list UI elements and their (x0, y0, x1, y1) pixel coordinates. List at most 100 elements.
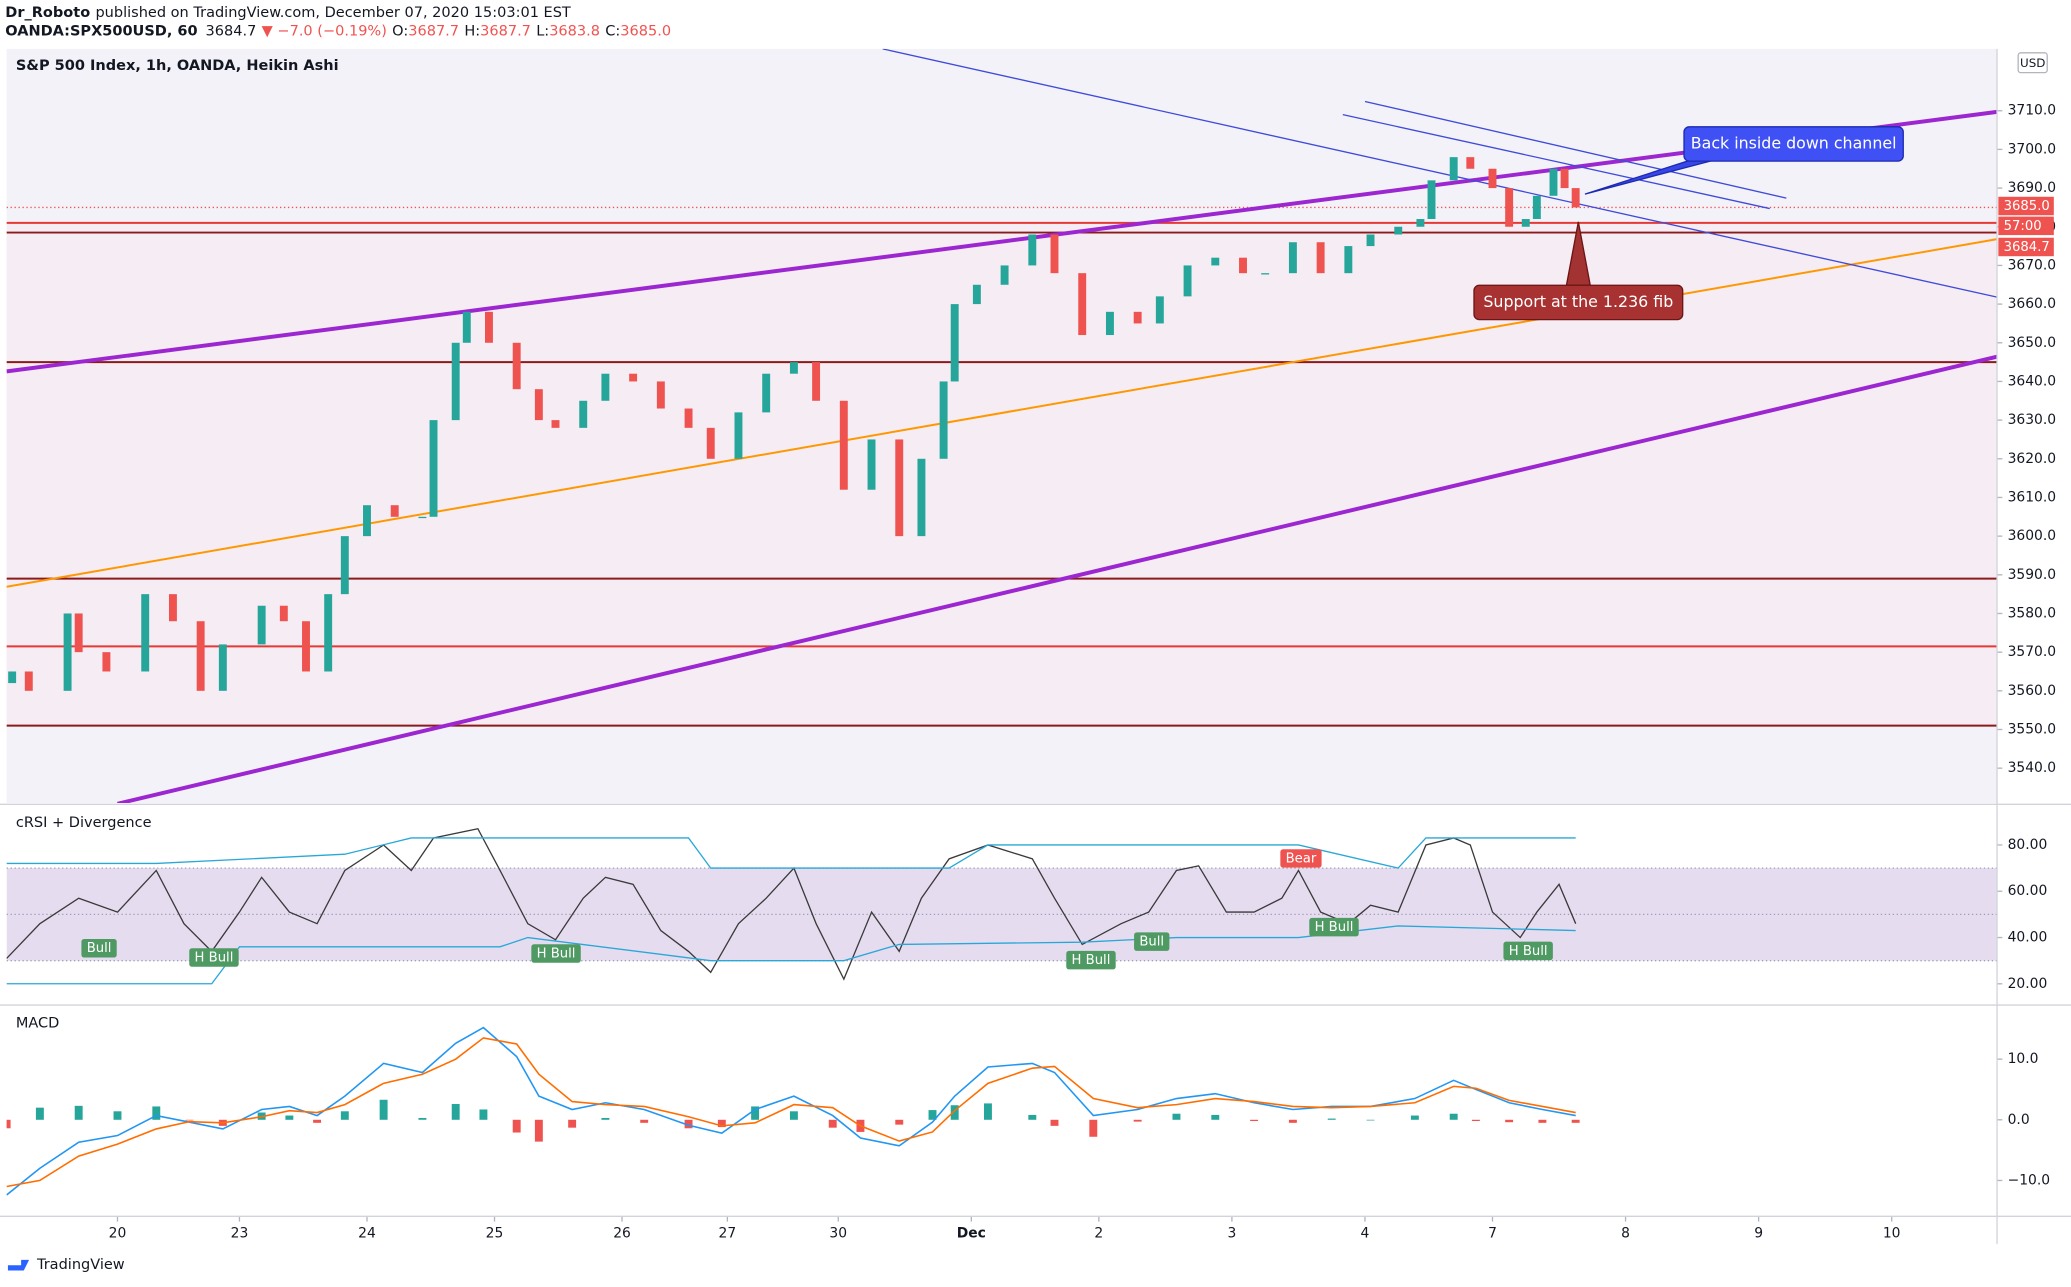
candle-body (917, 458, 926, 537)
candle-body (218, 644, 227, 691)
ohlc-label: H: (464, 24, 480, 40)
last-price: 3684.7 (206, 24, 257, 40)
candle-body (102, 652, 111, 672)
signal-label: H Bull (1072, 953, 1111, 968)
pane-background (6, 1006, 1998, 1216)
candle-body (485, 311, 493, 343)
callout-text: Support at the 1.236 fib (1483, 292, 1673, 311)
symbol: OANDA:SPX500USD, 60 (5, 24, 197, 40)
y-tick-label: 3560.0 (2008, 683, 2057, 699)
histogram-bar (895, 1119, 904, 1125)
signal-label: Bear (1286, 851, 1317, 866)
signal-box (1134, 932, 1170, 951)
histogram-bar (479, 1109, 488, 1120)
price-tag-label: 3685.0 (2004, 199, 2050, 214)
ohlc-value: 3683.8 (549, 24, 600, 40)
candle-body (168, 594, 177, 622)
histogram-bar (35, 1107, 44, 1120)
x-tick-label: 27 (719, 1226, 737, 1242)
y-tick-label: 10.0 (2008, 1051, 2039, 1067)
y-tick-label: 3640.0 (2008, 373, 2057, 389)
candle-body (1449, 157, 1458, 181)
histogram-bar (1050, 1119, 1059, 1126)
histogram-bar (534, 1119, 543, 1142)
candle-body (1183, 265, 1192, 297)
axes: S&P 500 Index, 1h, OANDA, Heikin Ashi 354… (16, 58, 2056, 1241)
candle-body (1532, 195, 1541, 220)
y-tick-label: 3660.0 (2008, 296, 2057, 312)
histogram-bar (789, 1111, 798, 1120)
y-tick-label: 0.0 (2008, 1112, 2030, 1128)
callout-text: Back inside down channel (1691, 133, 1897, 152)
y-tick-label: 3580.0 (2008, 605, 2057, 621)
pane-title: S&P 500 Index, 1h, OANDA, Heikin Ashi (16, 58, 339, 74)
series-line (6, 1037, 1576, 1188)
histogram-bar (512, 1119, 521, 1133)
candle-body (950, 304, 959, 382)
x-tick-label: 4 (1361, 1226, 1370, 1242)
callout-box (1473, 284, 1684, 321)
x-tick-label: 8 (1621, 1226, 1630, 1242)
candle-body (1050, 234, 1059, 274)
x-tick-label: 30 (829, 1226, 847, 1242)
candle-body (324, 594, 333, 672)
candle-body (74, 613, 83, 653)
trendline (882, 48, 1998, 298)
histogram-bar (1172, 1113, 1181, 1120)
y-tick-label: 3690.0 (2008, 180, 2057, 196)
y-tick-label: −10.0 (2008, 1172, 2050, 1188)
signal-box (1280, 849, 1322, 868)
histogram-bar (313, 1119, 322, 1123)
candle-body (656, 381, 665, 409)
candle-body (1571, 188, 1580, 208)
ohlc-label: L: (536, 24, 549, 40)
x-tick-label: 9 (1754, 1226, 1763, 1242)
published: published on TradingView.com, December 0… (95, 5, 570, 21)
currency-box (2017, 52, 2048, 74)
y-tick-label: 3630.0 (2008, 412, 2057, 428)
candle-body (512, 342, 521, 390)
histogram-bar (285, 1115, 294, 1120)
candle-body (1560, 168, 1569, 189)
header-line: Dr_Roboto published on TradingView.com, D… (5, 5, 571, 21)
candle-body (1155, 296, 1164, 324)
histogram-bar (1471, 1119, 1480, 1122)
candle-body (1521, 219, 1530, 227)
y-tick-label: 3670.0 (2008, 257, 2057, 273)
histogram-bar (601, 1117, 610, 1120)
price-tag (1998, 237, 2054, 257)
signal-label: H Bull (195, 950, 234, 965)
y-tick-label: 3570.0 (2008, 644, 2057, 660)
candle-body (1344, 246, 1353, 274)
y-tick-label: 3550.0 (2008, 721, 2057, 737)
price-pane (6, 48, 1998, 803)
histogram-bar (1211, 1114, 1220, 1120)
candle-body (363, 505, 371, 537)
candle-body (601, 373, 610, 401)
series-line (6, 827, 1577, 981)
candle-body (279, 605, 288, 622)
y-tick-label: 3700.0 (2008, 141, 2057, 157)
logo (7, 1259, 30, 1271)
x-tick-label: 23 (231, 1226, 249, 1242)
candle-body (684, 408, 693, 428)
signal-label: Bull (87, 941, 112, 956)
candle-body (706, 427, 715, 459)
candle-body (762, 373, 771, 413)
candle-body (1211, 257, 1220, 266)
signal-label: H Bull (1509, 944, 1548, 959)
x-tick-label: Dec (957, 1226, 986, 1242)
histogram-bar (152, 1106, 161, 1120)
price-tag (1998, 196, 2054, 216)
trendline (6, 109, 1998, 374)
candle-body (63, 613, 72, 691)
x-tick-label: 20 (109, 1226, 127, 1242)
candle-body (1288, 242, 1297, 274)
histogram-bar (640, 1119, 649, 1123)
author: Dr_Roboto (5, 5, 90, 21)
y-tick-label: 3620.0 (2008, 451, 2057, 467)
candle-body (429, 420, 438, 517)
histogram-bar (1250, 1119, 1259, 1122)
symbol-line: OANDA:SPX500USD, 60 3684.7 ▼ −7.0 (−0.19%)… (5, 24, 671, 40)
